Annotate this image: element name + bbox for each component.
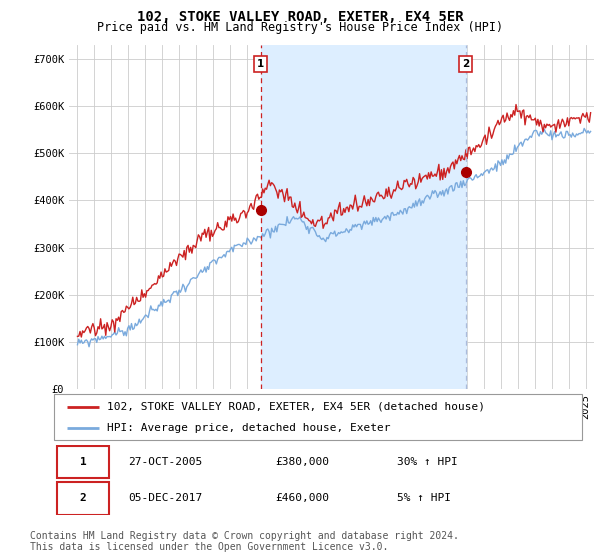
- Text: 5% ↑ HPI: 5% ↑ HPI: [397, 493, 451, 503]
- Text: 30% ↑ HPI: 30% ↑ HPI: [397, 457, 458, 467]
- Text: 27-OCT-2005: 27-OCT-2005: [128, 457, 202, 467]
- Text: £460,000: £460,000: [276, 493, 330, 503]
- Text: 102, STOKE VALLEY ROAD, EXETER, EX4 5ER: 102, STOKE VALLEY ROAD, EXETER, EX4 5ER: [137, 10, 463, 24]
- Text: HPI: Average price, detached house, Exeter: HPI: Average price, detached house, Exet…: [107, 423, 391, 433]
- Text: Price paid vs. HM Land Registry's House Price Index (HPI): Price paid vs. HM Land Registry's House …: [97, 21, 503, 34]
- Text: 2: 2: [462, 59, 469, 69]
- Text: 102, STOKE VALLEY ROAD, EXETER, EX4 5ER (detached house): 102, STOKE VALLEY ROAD, EXETER, EX4 5ER …: [107, 402, 485, 412]
- FancyBboxPatch shape: [56, 446, 109, 478]
- Text: £380,000: £380,000: [276, 457, 330, 467]
- FancyBboxPatch shape: [56, 482, 109, 515]
- Bar: [261, 45, 466, 389]
- Text: 2: 2: [80, 493, 86, 503]
- Text: This data is licensed under the Open Government Licence v3.0.: This data is licensed under the Open Gov…: [30, 542, 388, 552]
- Text: 1: 1: [257, 59, 265, 69]
- Text: 05-DEC-2017: 05-DEC-2017: [128, 493, 202, 503]
- Text: 1: 1: [80, 457, 86, 467]
- FancyBboxPatch shape: [54, 394, 582, 440]
- Text: Contains HM Land Registry data © Crown copyright and database right 2024.: Contains HM Land Registry data © Crown c…: [30, 531, 459, 541]
